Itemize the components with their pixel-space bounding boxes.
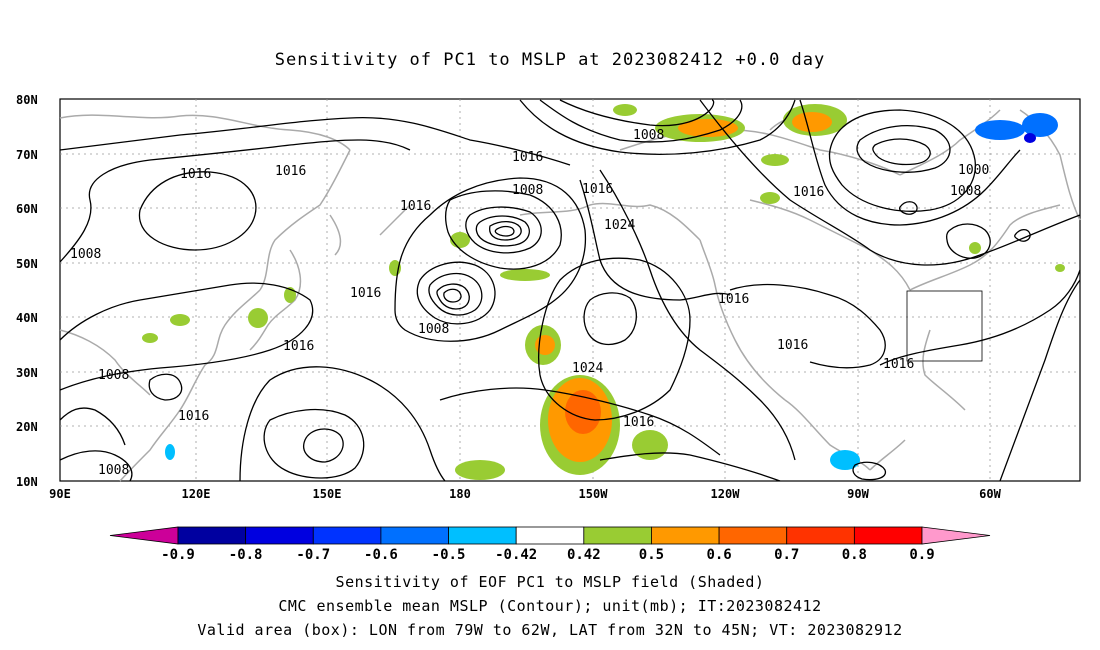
caption-contour: CMC ensemble mean MSLP (Contour); unit(m… <box>278 597 822 615</box>
lon-label: 150W <box>579 487 609 501</box>
contour-label: 1016 <box>400 199 431 214</box>
contour-label: 1008 <box>512 183 543 198</box>
colorbar-label: 0.5 <box>639 547 664 563</box>
colorbar-label: -0.5 <box>432 547 466 563</box>
colorbar-swatch <box>312 526 382 545</box>
contour-label: 1016 <box>623 415 654 430</box>
contour-label: 1016 <box>883 357 914 372</box>
contour-label: 1008 <box>633 128 664 143</box>
colorbar-label: -0.6 <box>364 547 398 563</box>
contour-label: 1016 <box>718 292 749 307</box>
colorbar-label: 0.7 <box>774 547 799 563</box>
colorbar-label: -0.8 <box>229 547 263 563</box>
lat-label: 30N <box>16 366 38 380</box>
colorbar-swatch <box>448 526 517 545</box>
caption-shading: Sensitivity of EOF PC1 to MSLP field (Sh… <box>335 573 765 591</box>
lon-label: 180 <box>449 487 471 501</box>
lat-label: 40N <box>16 311 38 325</box>
colorbar-swatch <box>109 526 179 545</box>
map-title: Sensitivity of PC1 to MSLP at 2023082412… <box>274 50 826 70</box>
lat-label: 10N <box>16 475 38 489</box>
colorbar-label: 0.6 <box>706 547 731 563</box>
lon-label: 120W <box>711 487 741 501</box>
lat-label: 20N <box>16 420 38 434</box>
colorbar-swatch <box>853 526 923 545</box>
lon-label: 90E <box>49 487 71 501</box>
colorbar-label: -0.9 <box>161 547 195 563</box>
colorbar-swatch <box>380 526 449 545</box>
contour-label: 1016 <box>582 182 613 197</box>
contour-label: 1016 <box>283 339 314 354</box>
colorbar-label: -0.42 <box>495 547 537 563</box>
lon-label: 120E <box>182 487 211 501</box>
colorbar-label: 0.9 <box>909 547 934 563</box>
contour-label: 1016 <box>793 185 824 200</box>
colorbar-label: 0.42 <box>567 547 601 563</box>
contour-label: 1016 <box>777 338 808 353</box>
lon-label: 150E <box>313 487 342 501</box>
colorbar-swatch <box>583 526 652 545</box>
contour-label: 1008 <box>950 184 981 199</box>
caption-valid-area: Valid area (box): LON from 79W to 62W, L… <box>197 621 903 639</box>
colorbar-swatch <box>786 526 855 545</box>
contour-label: 1016 <box>350 286 381 301</box>
colorbar-swatch <box>177 526 247 545</box>
colorbar-swatch <box>245 526 314 545</box>
lat-label: 60N <box>16 202 38 216</box>
contour-label: 1024 <box>604 218 635 233</box>
colorbar-label: -0.7 <box>296 547 330 563</box>
contour-label: 1016 <box>512 150 543 165</box>
colorbar-swatches <box>109 526 991 545</box>
longitude-axis: 90E 120E 150E 180 150W 120W 90W 60W <box>49 487 1001 501</box>
lon-label: 90W <box>847 487 869 501</box>
mslp-contours <box>59 99 1081 482</box>
lat-label: 80N <box>16 93 38 107</box>
latitude-axis: 80N 70N 60N 50N 40N 30N 20N 10N <box>16 93 38 489</box>
contour-label: 1016 <box>180 167 211 182</box>
contour-label: 1024 <box>572 361 603 376</box>
contour-label: 1008 <box>98 463 129 478</box>
sensitivity-map: 1008 1016 1016 1016 1008 1016 1016 1008 … <box>16 93 1081 501</box>
contour-label-group: 1008 1016 1016 1016 1008 1016 1016 1008 … <box>70 128 989 478</box>
colorbar-swatch <box>515 526 585 545</box>
coastlines <box>59 109 1081 482</box>
lon-label: 60W <box>979 487 1001 501</box>
lat-label: 70N <box>16 148 38 162</box>
colorbar-swatch <box>651 526 720 545</box>
contour-label: 1000 <box>958 163 989 178</box>
colorbar-labels: -0.9 -0.8 -0.7 -0.6 -0.5 -0.42 0.42 0.5 0.6 0.7 0.… <box>161 547 935 563</box>
colorbar-swatch <box>718 526 788 545</box>
contour-label: 1008 <box>70 247 101 262</box>
contour-label: 1016 <box>275 164 306 179</box>
lat-label: 50N <box>16 257 38 271</box>
contour-label: 1008 <box>418 322 449 337</box>
contour-label: 1008 <box>98 368 129 383</box>
colorbar-label: 0.8 <box>842 547 867 563</box>
valid-area-box <box>906 290 983 362</box>
contour-label: 1016 <box>178 409 209 424</box>
colorbar-swatch <box>921 526 991 545</box>
